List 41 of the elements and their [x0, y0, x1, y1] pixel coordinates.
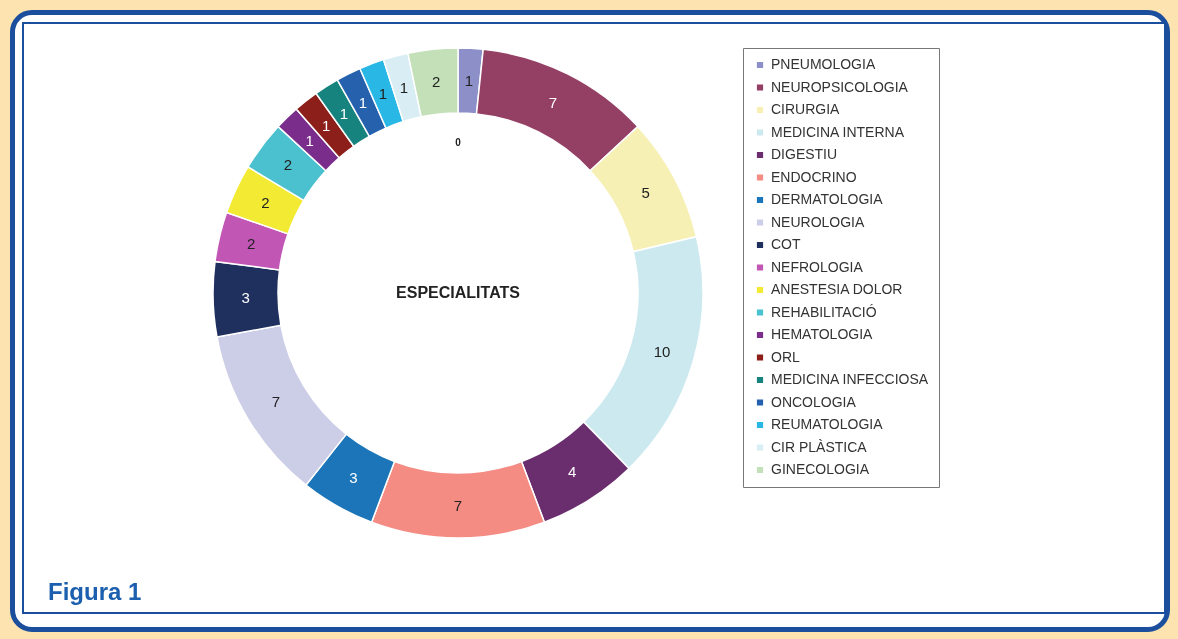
legend-label: DIGESTIU	[771, 146, 838, 162]
data-label: 7	[271, 393, 280, 411]
legend-label: CIRURGIA	[771, 101, 841, 117]
data-label: 1	[305, 131, 314, 149]
legend-label: COT	[771, 236, 801, 252]
legend-label: PNEUMOLOGIA	[771, 56, 876, 72]
data-label: 2	[283, 156, 293, 174]
data-label: 1	[358, 93, 368, 111]
legend-label: NEUROPSICOLOGIA	[771, 78, 909, 95]
legend-label: NEFROLOGIA	[771, 258, 864, 275]
data-label: 4	[567, 463, 577, 481]
legend-label: NEUROLOGIA	[771, 213, 866, 230]
data-label: 7	[548, 93, 558, 111]
legend-label: HEMATOLOGIA	[771, 326, 874, 342]
data-label: 1	[399, 78, 409, 96]
data-label: 10	[653, 343, 671, 361]
legend-label: ENDOCRINO	[771, 168, 857, 185]
data-label: 1	[464, 71, 474, 89]
legend-label: DERMATOLOGIA	[771, 191, 884, 207]
text: Figura 1	[48, 578, 142, 606]
data-label: 3	[349, 468, 358, 486]
data-label: 1	[339, 104, 349, 122]
legend-label: ORL	[771, 348, 800, 365]
data-label: 1	[378, 85, 388, 103]
legend-label: CIR PLÀSTICA	[771, 438, 868, 455]
data-label: 7	[453, 496, 463, 514]
data-label: 2	[431, 72, 441, 90]
text: ESPECIALITATS	[396, 284, 521, 301]
legend-label: MEDICINA INTERNA	[771, 123, 905, 140]
legend-label: REUMATOLOGIA	[771, 416, 884, 432]
data-label: 2	[247, 235, 256, 253]
legend-label: ONCOLOGIA	[771, 393, 857, 410]
text: 0	[455, 137, 462, 148]
legend-label: MEDICINA INFECCIOSA	[771, 371, 929, 387]
data-label: 5	[641, 184, 650, 202]
data-label: 1	[321, 117, 331, 135]
legend-label: REHABILITACIÓ	[771, 303, 877, 320]
legend-label: GINECOLOGIA	[771, 461, 870, 477]
data-label: 3	[241, 289, 250, 307]
legend-label: ANESTESIA DOLOR	[771, 281, 903, 297]
data-label: 2	[261, 193, 270, 211]
